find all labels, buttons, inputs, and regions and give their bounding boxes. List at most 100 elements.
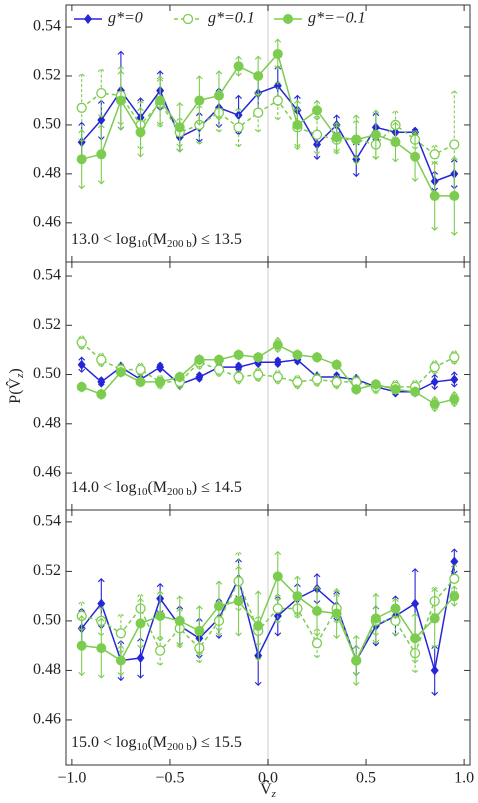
marker [449, 352, 460, 363]
marker [351, 655, 362, 666]
label: P(V̂z) [5, 368, 26, 403]
y-tick-label: 0.54 [33, 267, 61, 284]
marker [135, 376, 146, 387]
marker [410, 633, 421, 644]
marker [311, 129, 323, 140]
label: V̂z [260, 779, 277, 800]
marker [272, 95, 283, 106]
marker [390, 384, 401, 395]
marker [351, 134, 362, 145]
marker [97, 598, 106, 609]
marker [115, 655, 126, 666]
x-tick-label: 0.0 [258, 770, 278, 787]
marker [213, 90, 224, 101]
subscript: 200 b [167, 486, 192, 498]
marker [429, 399, 440, 410]
marker [331, 376, 342, 388]
subscript: z [271, 788, 277, 800]
error-bar [176, 116, 184, 148]
error-bar [156, 634, 164, 667]
label-part: ) ≤ 13.5 [192, 231, 242, 248]
marker [272, 339, 283, 350]
y-tick-label: 0.52 [33, 67, 61, 84]
marker [449, 394, 460, 405]
marker [233, 596, 244, 607]
marker [449, 591, 460, 602]
error-bar [235, 107, 242, 148]
marker [370, 613, 381, 624]
marker [154, 645, 166, 656]
label-part: 14.0 < log [71, 479, 136, 496]
label-part: V̂ [260, 779, 272, 798]
label-part: ) ≤ 14.5 [192, 479, 242, 496]
y-tick-label: 0.48 [33, 414, 61, 431]
marker [272, 371, 283, 383]
label-part: 13.0 < log [71, 231, 136, 248]
marker [155, 376, 166, 387]
y-tick-label: 0.46 [33, 711, 61, 728]
marker [136, 653, 145, 664]
marker [312, 352, 323, 363]
y-tick-label: 0.54 [33, 513, 61, 530]
error-bar [97, 67, 105, 119]
y-tick-label: 0.50 [33, 612, 61, 629]
marker [76, 337, 87, 348]
marker [97, 115, 106, 126]
marker [76, 381, 87, 392]
marker [370, 379, 381, 390]
marker [76, 640, 87, 651]
subscript: 10 [136, 486, 148, 498]
marker [411, 598, 420, 609]
error-bar [313, 627, 321, 659]
marker [76, 102, 87, 113]
marker [390, 603, 401, 614]
label-part: (M [147, 479, 167, 496]
label-part: (M [147, 231, 167, 248]
y-tick-label: 0.50 [33, 365, 61, 382]
marker [370, 129, 381, 140]
legend-entry: g*=0 [74, 10, 143, 27]
legend-label: g*=0 [108, 10, 143, 27]
legend-label: g*=0.1 [208, 10, 255, 27]
label: 13.0 < log10(M200 b) ≤ 13.5 [71, 231, 242, 250]
label: 14.0 < log10(M200 b) ≤ 14.5 [71, 479, 242, 498]
marker [429, 613, 440, 624]
y-tick-label: 0.50 [33, 116, 61, 133]
marker [253, 70, 264, 81]
y-tick-label: 0.46 [33, 214, 61, 231]
legend-marker [84, 14, 92, 24]
marker [135, 618, 146, 629]
label-part: ) ≤ 15.5 [192, 734, 242, 751]
marker [194, 95, 205, 106]
marker [449, 190, 460, 201]
label-part: 15.0 < log [71, 734, 136, 751]
marker [292, 349, 303, 360]
series [76, 336, 460, 413]
marker [429, 149, 440, 160]
error-bar [313, 114, 321, 156]
marker [233, 349, 244, 360]
x-tick-label: −1.0 [57, 770, 86, 787]
legend-marker [283, 14, 293, 24]
legend-entry: g*=−0.1 [274, 10, 366, 27]
marker [155, 95, 166, 106]
marker [313, 139, 322, 150]
marker [292, 119, 303, 130]
marker [429, 190, 440, 201]
error-bar [235, 550, 242, 612]
marker [292, 591, 303, 602]
marker [311, 374, 323, 385]
marker [272, 571, 283, 582]
marker [115, 367, 126, 378]
marker [96, 354, 107, 365]
marker [253, 107, 264, 118]
legend-label: g*=−0.1 [308, 10, 366, 27]
error-bar [372, 605, 380, 637]
marker [233, 371, 244, 383]
marker [96, 389, 107, 400]
marker [96, 87, 107, 99]
subscript: z [14, 373, 26, 379]
marker [135, 364, 146, 375]
marker [450, 556, 459, 567]
